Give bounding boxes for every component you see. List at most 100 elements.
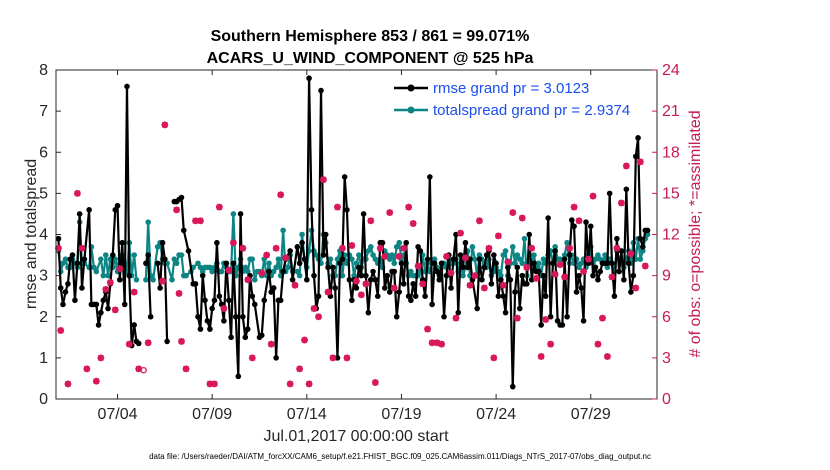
asterisk-stroke <box>452 315 460 322</box>
rmse-point <box>81 256 88 262</box>
totalspread-point <box>280 227 286 234</box>
obs-assimilated-point <box>73 189 81 197</box>
rmse-segment <box>80 259 86 289</box>
rmse-segment <box>199 275 204 330</box>
asterisk-stroke <box>457 230 464 237</box>
asterisk-stroke <box>320 176 327 183</box>
rmse-point <box>346 276 353 283</box>
obs-assimilated-point <box>405 203 413 211</box>
rmse-point <box>315 293 322 299</box>
totalspread-segment <box>133 254 138 280</box>
obs-assimilated-point <box>485 244 493 252</box>
obs-assimilated-point <box>301 336 308 344</box>
obs-assimilated-point <box>362 280 370 288</box>
rmse-segment <box>201 275 207 301</box>
rmse-point <box>287 248 293 254</box>
rmse-segment <box>319 90 325 256</box>
rmse-point <box>202 297 208 304</box>
rmse-point <box>199 272 206 279</box>
rmse-point <box>67 256 73 262</box>
obs-assimilated-point <box>494 232 502 240</box>
asterisk-stroke <box>386 209 393 216</box>
asterisk-stroke <box>381 253 388 260</box>
asterisk-stroke <box>462 254 469 261</box>
rmse-segment <box>66 259 72 284</box>
rmse-point <box>370 268 376 275</box>
rmse-point <box>618 248 625 254</box>
rmse-segment <box>476 259 481 309</box>
asterisk-stroke <box>570 203 578 211</box>
obs-assimilated-point <box>632 284 640 292</box>
obs-assimilated-point <box>197 217 204 225</box>
rmse-point <box>498 276 504 283</box>
totalspread-point <box>313 252 320 258</box>
obs-assimilated-point <box>291 281 299 289</box>
rmse-point <box>294 244 301 250</box>
asterisk-stroke <box>447 269 455 276</box>
asterisk-stroke <box>419 280 426 287</box>
rmse-point <box>322 231 329 238</box>
rmse-point <box>611 293 618 299</box>
left-tick-label: 0 <box>39 391 48 408</box>
rmse-segment <box>414 246 420 297</box>
totalspread-point <box>498 272 504 279</box>
rmse-point <box>516 305 523 312</box>
rmse-point <box>538 322 544 328</box>
obs-assimilated-point <box>229 239 237 247</box>
totalspread-point <box>102 252 109 258</box>
rmse-segment <box>331 267 337 289</box>
right-tick-label: 18 <box>662 144 680 161</box>
totalspread-point <box>199 268 206 275</box>
rmse-point <box>159 239 166 246</box>
totalspread-point <box>535 260 542 267</box>
rmse-point <box>143 260 149 267</box>
asterisk-stroke <box>258 269 265 276</box>
obs-assimilated-point <box>504 258 512 266</box>
asterisk-stroke <box>490 354 497 361</box>
rmse-point <box>519 272 526 279</box>
rmse-point <box>180 227 187 234</box>
totalspread-point <box>242 264 249 271</box>
asterisk-stroke <box>561 273 568 281</box>
asterisk-stroke <box>632 284 639 292</box>
asterisk-stroke <box>410 220 417 227</box>
rmse-segment <box>376 242 382 297</box>
rmse-point <box>488 281 495 287</box>
right-tick-label: 15 <box>662 185 680 202</box>
rmse-point <box>386 289 393 295</box>
rmse-segment <box>355 267 360 289</box>
left-tick-label: 1 <box>39 350 48 367</box>
obs-assimilated-point <box>476 217 483 225</box>
obs-assimilated-point <box>376 244 384 252</box>
obs-assimilated-point <box>513 314 521 322</box>
rmse-point <box>398 260 405 267</box>
totalspread-point <box>251 276 258 283</box>
rmse-segment <box>312 275 318 309</box>
rmse-point <box>597 268 604 275</box>
rmse-point <box>476 256 483 262</box>
totalspread-point <box>60 260 66 267</box>
rmse-point <box>341 174 348 180</box>
rmse-segment <box>428 176 434 305</box>
rmse-point <box>356 264 362 271</box>
rmse-point <box>542 293 549 299</box>
rmse-point <box>493 260 499 267</box>
obs-assimilated-point <box>409 220 417 227</box>
totalspread-point <box>602 252 608 258</box>
obs-assimilated-point <box>315 313 322 321</box>
rmse-segment <box>291 246 299 280</box>
obs-assimilated-point <box>83 365 91 373</box>
asterisk-stroke <box>594 341 602 348</box>
rmse-point <box>580 318 587 324</box>
asterisk-stroke <box>519 214 526 222</box>
asterisk-stroke <box>476 217 483 224</box>
rmse-point <box>95 322 102 328</box>
rmse-point <box>145 252 151 258</box>
rmse-segment <box>540 275 545 326</box>
rmse-point <box>495 293 502 299</box>
totalspread-point <box>349 256 355 262</box>
rmse-point <box>545 215 551 221</box>
obs-assimilated-point <box>509 209 517 216</box>
rmse-point <box>240 313 246 320</box>
obs-assimilated-point <box>613 244 621 252</box>
